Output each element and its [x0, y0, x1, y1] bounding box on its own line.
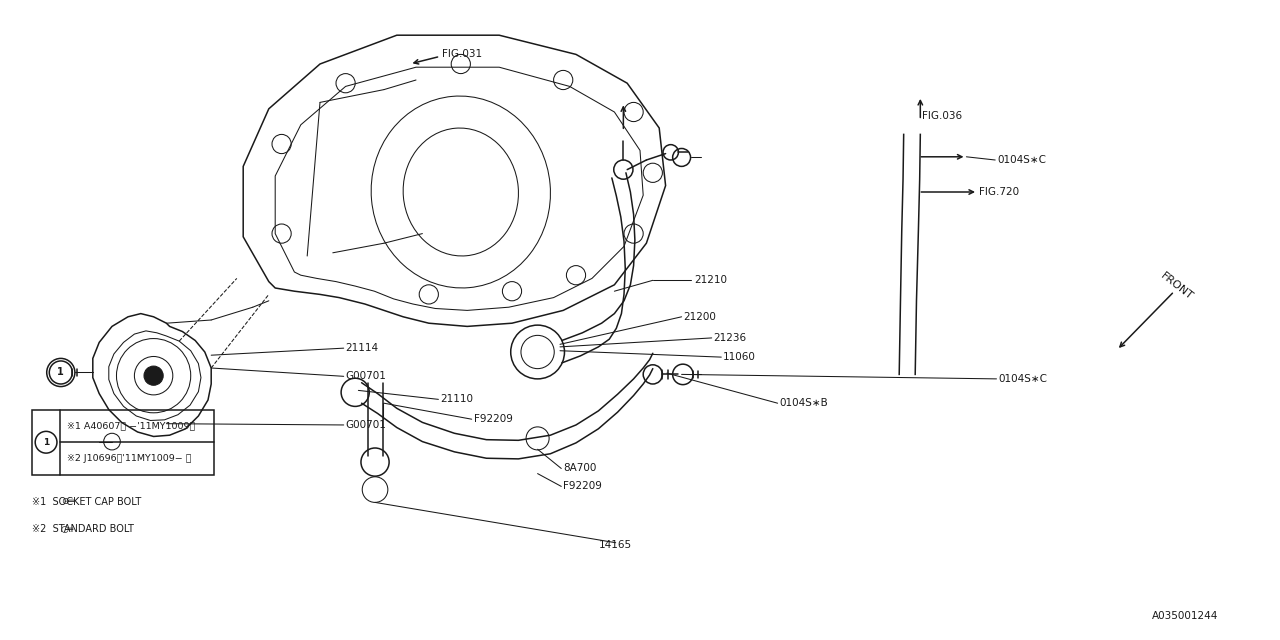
Text: FIG.036: FIG.036	[922, 111, 961, 122]
Text: ○═: ○═	[61, 525, 74, 534]
Text: ※1 A40607〈 −'11MY1009〉: ※1 A40607〈 −'11MY1009〉	[67, 421, 195, 431]
Text: 11060: 11060	[723, 352, 756, 362]
Text: ※2  STANDARD BOLT: ※2 STANDARD BOLT	[32, 524, 134, 534]
Text: 21114: 21114	[346, 343, 379, 353]
Text: 0104S∗B: 0104S∗B	[780, 398, 828, 408]
Text: 1: 1	[44, 438, 49, 447]
Bar	[32, 410, 214, 475]
Text: 14165: 14165	[599, 540, 632, 550]
Text: 1: 1	[58, 367, 64, 378]
Text: 8A700: 8A700	[563, 463, 596, 474]
Text: ※1  SOCKET CAP BOLT: ※1 SOCKET CAP BOLT	[32, 497, 141, 507]
Text: FRONT: FRONT	[1158, 271, 1194, 301]
Text: FIG.031: FIG.031	[442, 49, 481, 60]
Circle shape	[143, 366, 164, 385]
Text: 21200: 21200	[684, 312, 717, 322]
Text: 21210: 21210	[694, 275, 727, 285]
Text: ⊙═: ⊙═	[61, 497, 74, 506]
Text: F92209: F92209	[474, 414, 512, 424]
Text: 21236: 21236	[714, 333, 746, 343]
Text: G00701: G00701	[346, 371, 387, 381]
Text: ※2 J10696〈'11MY1009− 〉: ※2 J10696〈'11MY1009− 〉	[67, 454, 191, 463]
Text: FIG.720: FIG.720	[979, 187, 1019, 197]
Text: F92209: F92209	[563, 481, 602, 492]
Text: 0104S∗C: 0104S∗C	[998, 374, 1047, 384]
Text: 21110: 21110	[440, 394, 474, 404]
Text: 0104S∗C: 0104S∗C	[997, 155, 1046, 165]
Text: G00701: G00701	[346, 420, 387, 430]
Text: A035001244: A035001244	[1152, 611, 1219, 621]
